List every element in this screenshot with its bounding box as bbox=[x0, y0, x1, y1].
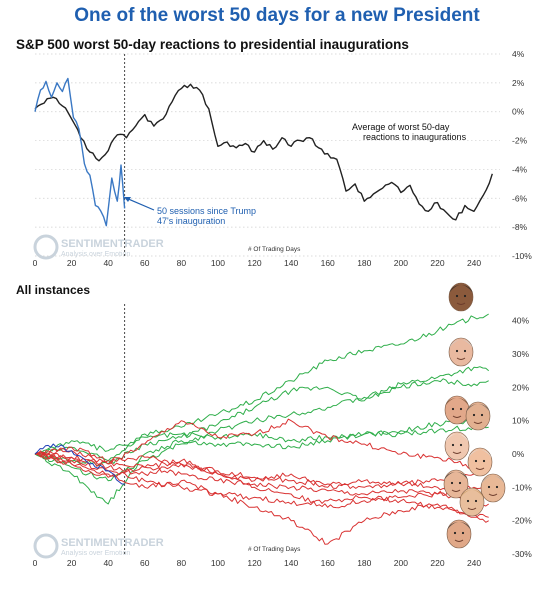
instance-series-line bbox=[34, 418, 489, 455]
top-chart: 4% 2% 0% -2% -4% -6% -8% -10% 0 20 40 60 80 100 120 140… bbox=[33, 49, 533, 268]
watermark-logo-icon bbox=[33, 533, 59, 559]
y-tick-label: 30% bbox=[512, 349, 529, 359]
trump-annotation-line2: 47's inauguration bbox=[157, 216, 225, 226]
x-tick-label: 100 bbox=[211, 258, 225, 268]
instance-series-line bbox=[34, 313, 489, 462]
x-tick-label: 80 bbox=[177, 258, 187, 268]
trump-annotation-arrowhead bbox=[124, 197, 131, 202]
president-face-icon bbox=[448, 337, 474, 367]
y-tick-label: -10% bbox=[512, 482, 532, 492]
y-tick-label: -20% bbox=[512, 516, 532, 526]
x-tick-label: 20 bbox=[67, 258, 77, 268]
x-tick-label: 200 bbox=[394, 558, 408, 568]
president-face-icon bbox=[446, 519, 472, 549]
y-tick-label: 20% bbox=[512, 382, 529, 392]
trump-series-line bbox=[34, 443, 125, 485]
x-axis-label: # Of Trading Days bbox=[248, 246, 301, 253]
x-tick-label: 120 bbox=[247, 258, 261, 268]
instance-series-line bbox=[34, 453, 489, 497]
x-tick-label: 220 bbox=[430, 558, 444, 568]
watermark-tagline: Analysis over Emotion bbox=[61, 550, 130, 557]
bottom-chart-title: All instances bbox=[16, 283, 91, 297]
x-tick-label: 20 bbox=[67, 558, 77, 568]
instance-series-line bbox=[34, 451, 489, 496]
x-tick-label: 60 bbox=[140, 258, 150, 268]
president-portraits bbox=[443, 282, 506, 549]
trump-annotation-arrow bbox=[125, 197, 155, 211]
instance-series-line bbox=[34, 424, 489, 505]
y-tick-label: 0% bbox=[512, 107, 525, 117]
watermark-name: SENTIMENTRADER bbox=[61, 238, 164, 250]
watermark-top: SENTIMENTRADER Analysis over Emotion bbox=[33, 234, 164, 260]
president-face-icon bbox=[465, 401, 491, 431]
x-tick-label: 0 bbox=[33, 258, 38, 268]
instance-series-line bbox=[34, 366, 490, 467]
x-tick-label: 160 bbox=[321, 558, 335, 568]
x-tick-label: 120 bbox=[247, 558, 261, 568]
instance-series-line bbox=[34, 446, 490, 489]
y-tick-label: -10% bbox=[512, 251, 532, 261]
watermark-tagline: Analysis over Emotion bbox=[61, 251, 130, 258]
president-face-icon bbox=[459, 487, 485, 517]
bottom-chart: 40% 30% 20% 10% 0% -10% -20% -30% 0 20 40 60 80 100 12… bbox=[33, 304, 532, 568]
x-tick-label: 180 bbox=[357, 558, 371, 568]
average-annotation-line2: reactions to inaugurations bbox=[363, 132, 467, 142]
x-tick-label: 60 bbox=[140, 558, 150, 568]
main-title: One of the worst 50 days for a new Presi… bbox=[74, 5, 480, 26]
president-face-icon bbox=[444, 431, 470, 461]
instance-series-line bbox=[34, 453, 489, 518]
x-tick-label: 200 bbox=[394, 258, 408, 268]
x-tick-label: 160 bbox=[321, 258, 335, 268]
watermark-logo-icon bbox=[33, 234, 59, 260]
instance-series-line bbox=[34, 378, 489, 482]
top-chart-title: S&P 500 worst 50-day reactions to presid… bbox=[16, 37, 409, 52]
y-tick-label: 4% bbox=[512, 49, 525, 59]
watermark-name: SENTIMENTRADER bbox=[61, 537, 164, 549]
average-series-line bbox=[34, 83, 493, 221]
y-tick-label: 40% bbox=[512, 316, 529, 326]
president-face-icon bbox=[444, 395, 470, 425]
instance-series-line bbox=[34, 418, 489, 469]
y-tick-label: 10% bbox=[512, 416, 529, 426]
instance-series-line bbox=[34, 453, 489, 545]
y-tick-label: -4% bbox=[512, 164, 528, 174]
president-face-icon bbox=[467, 447, 493, 477]
x-tick-label: 220 bbox=[430, 258, 444, 268]
x-tick-label: 140 bbox=[284, 558, 298, 568]
trump-annotation-line1: 50 sessions since Trump bbox=[157, 206, 256, 216]
x-tick-label: 80 bbox=[177, 558, 187, 568]
instance-series-line bbox=[35, 451, 489, 509]
average-annotation-line1: Average of worst 50-day bbox=[352, 122, 450, 132]
y-tick-label: 2% bbox=[512, 78, 525, 88]
trump-series-line bbox=[34, 77, 126, 227]
x-tick-label: 100 bbox=[211, 558, 225, 568]
x-tick-label: 180 bbox=[357, 258, 371, 268]
president-face-icon bbox=[480, 473, 506, 503]
x-tick-label: 140 bbox=[284, 258, 298, 268]
y-tick-label: -6% bbox=[512, 193, 528, 203]
president-face-icon bbox=[448, 282, 474, 312]
top-chart-annotations: Average of worst 50-day reactions to ina… bbox=[124, 122, 467, 226]
x-tick-label: 40 bbox=[103, 258, 113, 268]
y-tick-label: -2% bbox=[512, 136, 528, 146]
x-tick-label: 40 bbox=[103, 558, 113, 568]
x-tick-label: 0 bbox=[33, 558, 38, 568]
watermark-bottom: SENTIMENTRADER Analysis over Emotion bbox=[33, 533, 164, 559]
y-tick-label: 0% bbox=[512, 449, 525, 459]
x-axis-label: # Of Trading Days bbox=[248, 546, 301, 553]
president-face-icon bbox=[443, 469, 469, 499]
x-tick-label: 240 bbox=[467, 558, 481, 568]
y-tick-label: -30% bbox=[512, 549, 532, 559]
x-tick-label: 240 bbox=[467, 258, 481, 268]
y-tick-label: -8% bbox=[512, 222, 528, 232]
